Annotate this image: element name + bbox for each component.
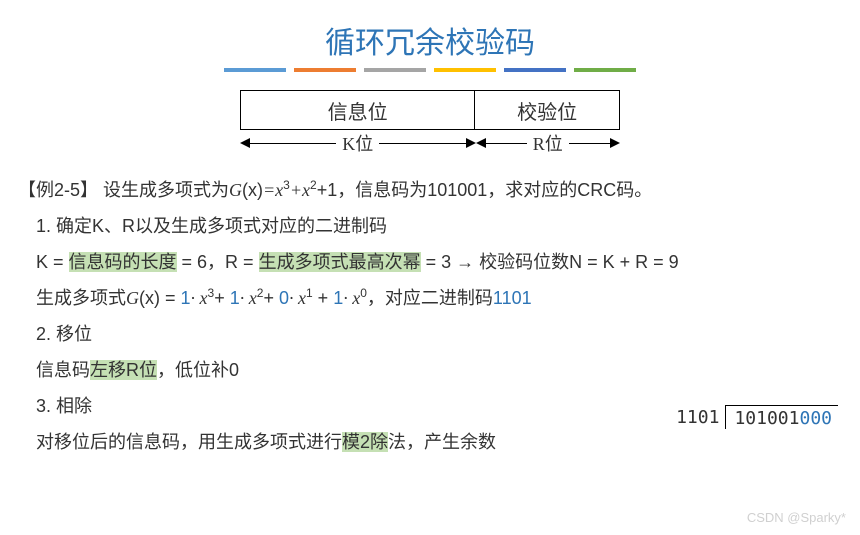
info-bits-cell: 信息位 — [241, 91, 475, 129]
title-underline — [0, 68, 860, 72]
divisor: 1101 — [676, 405, 725, 428]
bar-3 — [434, 68, 496, 72]
shift-line: 信息码左移R位，低位补0 — [18, 352, 842, 388]
step-2: 2. 移位 — [18, 316, 842, 352]
r-arrow: R位 — [476, 130, 620, 156]
step-1: 1. 确定K、R以及生成多项式对应的二进制码 — [18, 208, 842, 244]
bar-2 — [364, 68, 426, 72]
example-label: 【例2-5】 — [18, 180, 98, 200]
long-division: 1101 101001000 — [676, 405, 838, 429]
bar-1 — [294, 68, 356, 72]
page-title: 循环冗余校验码 — [0, 0, 860, 62]
bar-4 — [504, 68, 566, 72]
hl-info-length: 信息码的长度 — [69, 252, 177, 272]
k-label: K位 — [336, 130, 379, 156]
hl-mod2: 模2除 — [342, 432, 388, 452]
hl-poly-degree: 生成多项式最高次幂 — [259, 252, 421, 272]
k-r-line: K = 信息码的长度 = 6，R = 生成多项式最高次幂 = 3 → 校验码位数… — [18, 244, 842, 280]
bar-0 — [224, 68, 286, 72]
k-arrow: K位 — [240, 130, 476, 156]
bar-5 — [574, 68, 636, 72]
divide-line: 对移位后的信息码，用生成多项式进行模2除法，产生余数 — [18, 424, 842, 460]
watermark: CSDN @Sparky* — [747, 510, 846, 525]
example-line: 【例2-5】 设生成多项式为G(x)=x3+x2+1，信息码为101001，求对… — [18, 172, 842, 208]
r-label: R位 — [527, 130, 569, 156]
hl-shift: 左移R位 — [90, 360, 157, 380]
check-bits-cell: 校验位 — [475, 91, 619, 129]
dividend: 101001000 — [725, 405, 838, 429]
bit-layout-diagram: 信息位 校验位 K位 R位 — [240, 90, 620, 156]
poly-line: 生成多项式G(x) = 1· x3+ 1· x2+ 0· x1 + 1· x0，… — [18, 280, 842, 316]
